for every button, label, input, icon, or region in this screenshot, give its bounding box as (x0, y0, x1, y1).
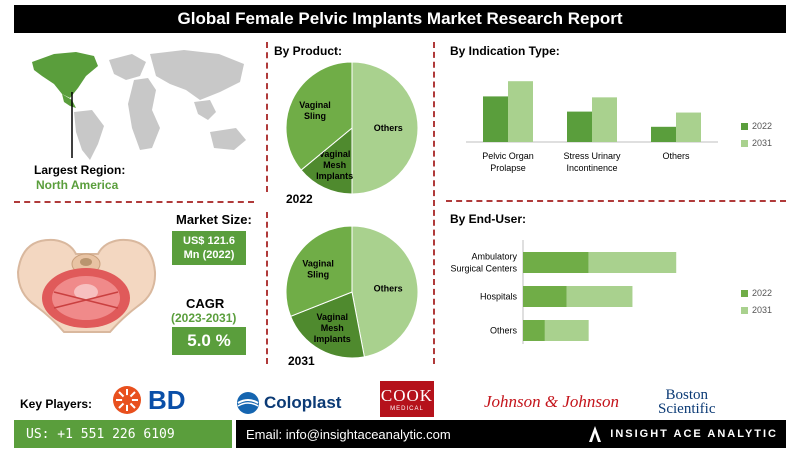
logo-boston-scientific: Boston Scientific (658, 387, 716, 417)
y-tick-label: Ambulatory Surgical Centers (450, 252, 517, 274)
legend-swatch (741, 123, 748, 130)
bar-2022 (567, 111, 592, 142)
divider-horizontal-right (446, 200, 786, 202)
legend-label: 2031 (752, 305, 772, 315)
bar-2031 (508, 81, 533, 142)
scientific-text: Scientific (658, 401, 716, 417)
cook-medical-text: MEDICAL (390, 406, 424, 412)
indication-bar-chart: Pelvic Organ Prolapse Stress Urinary Incont… (466, 81, 772, 173)
x-tick-label: Others (662, 151, 690, 161)
pie-chart-2031: Others Vaginal Mesh Implants Vaginal Sling (285, 225, 419, 359)
market-size-line2: Mn (2022) (183, 249, 235, 261)
x-tick-label: Pelvic Organ Prolapse (482, 151, 534, 173)
bar-2022 (651, 126, 676, 142)
brand-logo: INSIGHT ACE ANALYTIC (588, 420, 778, 448)
bar-2031 (676, 112, 701, 142)
legend-swatch (741, 307, 748, 314)
cagr-value: 5.0 % (172, 327, 246, 355)
divider-horizontal-left (14, 201, 254, 203)
by-end-user-title: By End-User: (450, 212, 527, 226)
bar-2031 (544, 320, 589, 341)
insight-ace-logo-icon (589, 426, 602, 442)
x-tick-label: Stress Urinary Incontinence (563, 151, 621, 173)
pie-label: Others (374, 284, 403, 294)
report-title: Global Female Pelvic Implants Market Res… (14, 5, 786, 33)
legend-swatch (741, 140, 748, 147)
logo-cook: COOK MEDICAL (380, 381, 434, 417)
bar-2031 (588, 252, 677, 273)
market-size-value: US$ 121.6 Mn (2022) (172, 231, 246, 265)
legend-label: 2022 (752, 288, 772, 298)
phone-contact[interactable]: US: +1 551 226 6109 (14, 420, 232, 448)
key-players-label: Key Players: (20, 397, 93, 411)
pie-label: Vaginal Mesh Implants (314, 312, 351, 344)
y-tick-label: Others (490, 326, 518, 336)
pie-slice-vaginal-mesh-implants (289, 291, 365, 359)
pie-chart-2022: Others Vaginal Mesh Implants Vaginal Sling (285, 61, 419, 195)
pie-label: Others (374, 123, 403, 133)
logo-coloplast: Coloplast (236, 390, 341, 416)
market-size-label: Market Size: (176, 212, 252, 227)
pie-slice-others (351, 225, 419, 358)
email-bar: Email: info@insightaceanalytic.com INSIG… (236, 420, 786, 448)
market-size-line1: US$ 121.6 (183, 235, 235, 247)
bar-2022 (523, 252, 589, 273)
pie-label: Vaginal Sling (302, 258, 334, 279)
bd-logo-text: BD (148, 384, 186, 415)
divider-vertical-top (266, 42, 268, 192)
pie-label: Vaginal Sling (299, 100, 331, 121)
logo-bd: BD (112, 384, 186, 416)
logo-johnson-johnson: Johnson & Johnson (484, 392, 620, 411)
bar-2031 (592, 97, 617, 142)
by-indication-title: By Indication Type: (450, 44, 560, 58)
pelvis-illustration (16, 238, 157, 333)
largest-region-label: Largest Region: (34, 163, 126, 177)
legend-label: 2031 (752, 138, 772, 148)
world-map (32, 50, 246, 160)
email-contact[interactable]: Email: info@insightaceanalytic.com (246, 426, 451, 442)
by-product-title: By Product: (274, 44, 343, 58)
boston-text: Boston (665, 387, 708, 403)
pie-year-2022: 2022 (286, 192, 313, 206)
bar-2022 (483, 96, 508, 142)
cagr-label: CAGR (186, 296, 225, 311)
divider-vertical-bottom (266, 212, 268, 364)
y-tick-label: Hospitals (480, 292, 518, 302)
bar-2031 (566, 286, 633, 307)
cagr-period: (2023-2031) (171, 311, 237, 325)
end-user-bar-chart: Ambulatory Surgical Centers Hospitals Other… (450, 240, 772, 344)
bar-2022 (523, 320, 545, 341)
coloplast-emblem-icon (237, 392, 259, 414)
coloplast-logo-text: Coloplast (264, 393, 342, 412)
largest-region-value: North America (36, 178, 119, 192)
pie-year-2031: 2031 (288, 354, 315, 368)
pie-slice-vaginal-sling (285, 61, 353, 171)
north-america-highlight (32, 52, 98, 98)
pie-slice-vaginal-sling (285, 225, 353, 317)
bar-2022 (523, 286, 567, 307)
pie-slice-others (351, 61, 419, 195)
pie-label: Vaginal Mesh Implants (316, 149, 353, 181)
pie-slice-vaginal-mesh-implants (300, 126, 353, 195)
legend-label: 2022 (752, 121, 772, 131)
divider-vertical-right (433, 42, 435, 364)
legend-swatch (741, 290, 748, 297)
cook-logo-text: COOK (380, 386, 434, 405)
bd-starburst-icon (113, 386, 141, 414)
brand-text: INSIGHT ACE ANALYTIC (610, 428, 778, 440)
